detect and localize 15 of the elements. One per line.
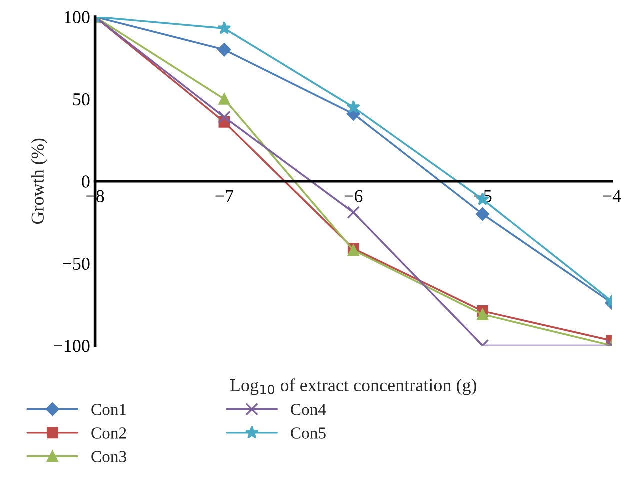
y-tick-label: −100 <box>54 340 90 352</box>
legend-label: Con3 <box>92 451 126 462</box>
y-tick-label: −50 <box>63 258 90 270</box>
legend-label: Con1 <box>92 404 126 416</box>
y-tick-label: 100 <box>64 11 90 24</box>
x-tick-label: −7 <box>216 190 234 202</box>
legend-label: Con2 <box>92 428 126 439</box>
legend-label: Con5 <box>291 428 326 439</box>
x-axis-title: Log$_{10}$ of extract concentration (g) <box>230 378 477 396</box>
y-tick-label: 50 <box>73 93 90 106</box>
y-axis-title: Growth (%) <box>31 138 48 224</box>
y-tick-label: 0 <box>82 176 90 188</box>
x-tick-label: −6 <box>344 190 363 202</box>
x-tick-label: −4 <box>603 190 622 202</box>
legend-label: Con4 <box>291 404 326 416</box>
